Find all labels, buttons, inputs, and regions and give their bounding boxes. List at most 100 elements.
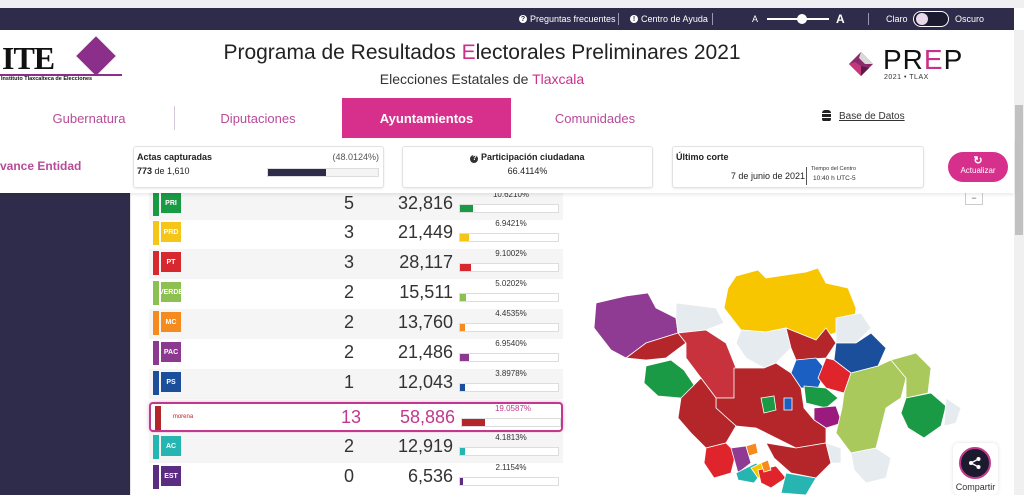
party-percent-bar [459, 263, 559, 272]
party-color-stripe [153, 435, 159, 459]
party-percent-fill [460, 294, 467, 301]
prep-logo: PREP 2021 • TLAX [845, 44, 975, 84]
party-row[interactable]: PAC 2 21,486 6.9540% [149, 339, 563, 369]
database-link[interactable]: Base de Datos [822, 110, 905, 122]
party-percent-bar [459, 233, 559, 242]
font-size-slider[interactable] [767, 14, 829, 24]
theme-toggle[interactable] [913, 11, 949, 27]
refresh-icon: ↻ [973, 155, 983, 167]
page-scrollbar[interactable] [1014, 30, 1024, 495]
share-icon [969, 457, 981, 469]
party-row[interactable]: PT 3 28,117 9.1002% [149, 249, 563, 279]
party-logo-icon: morena [163, 407, 203, 427]
party-wins: 2 [343, 312, 354, 332]
party-row[interactable]: PS 1 12,043 3.8978% [149, 369, 563, 399]
party-percent: 6.9540% [495, 339, 527, 348]
tab-comunidades[interactable]: Comunidades [554, 110, 636, 126]
actas-card: Actas capturadas (48.0124%) 773 de 1,610 [133, 146, 384, 188]
party-votes: 6,536 [407, 466, 453, 486]
party-color-stripe [153, 311, 159, 335]
party-percent: 6.9421% [495, 219, 527, 228]
tab-divider [174, 106, 175, 130]
share-button[interactable] [959, 447, 991, 479]
party-logo-icon: PRI [161, 193, 181, 213]
page-title: Programa de Resultados Electorales Preli… [223, 41, 741, 64]
sidebar [0, 193, 130, 495]
page-subtitle: Elecciones Estatales de Tlaxcala [379, 71, 585, 87]
party-percent-fill [460, 478, 463, 485]
party-logo-icon: MC [161, 312, 181, 332]
tab-gubernatura[interactable]: Gubernatura [52, 110, 126, 126]
actas-progress-bar [267, 168, 379, 177]
share-label: Compartir [955, 482, 996, 492]
participation-title: ? Participación ciudadana [470, 152, 585, 163]
question-icon[interactable]: ? [470, 154, 479, 163]
party-percent-fill [462, 419, 486, 426]
party-percent: 10.6210% [492, 190, 530, 199]
party-percent-bar [459, 447, 559, 456]
refresh-label: Actualizar [960, 166, 996, 175]
party-row[interactable]: AC 2 12,919 4.1813% [149, 433, 563, 463]
faq-label: Preguntas frecuentes [530, 14, 616, 24]
party-percent-fill [460, 234, 469, 241]
party-row[interactable]: morena 13 58,886 19.0587% [149, 402, 563, 432]
faq-link[interactable]: ? Preguntas frecuentes [519, 14, 616, 24]
toggle-knob [916, 13, 928, 25]
party-logo-icon: EST [161, 466, 181, 486]
party-votes: 21,486 [397, 342, 453, 362]
map-zoom-out-button[interactable]: − [965, 191, 983, 205]
party-logo-icon: PS [161, 372, 181, 392]
party-color-stripe [155, 406, 161, 430]
party-percent-fill [460, 205, 473, 212]
party-color-stripe [153, 341, 159, 365]
party-wins: 2 [343, 436, 354, 456]
tlaxcala-municipal-map[interactable] [586, 248, 986, 495]
party-percent-fill [460, 354, 469, 361]
tab-ayuntamientos[interactable]: Ayuntamientos [342, 98, 511, 138]
party-row[interactable]: VERDE 2 15,511 5.0202% [149, 279, 563, 309]
party-votes: 21,449 [397, 222, 453, 242]
font-size-large-label: A [836, 12, 845, 26]
party-percent-fill [460, 448, 466, 455]
party-percent: 2.1154% [495, 463, 527, 472]
party-percent-bar [459, 293, 559, 302]
party-wins: 1 [343, 372, 354, 392]
slider-knob[interactable] [797, 14, 807, 24]
scrollbar-thumb[interactable] [1015, 105, 1023, 235]
participation-value: 66.4114% [507, 166, 548, 176]
party-row[interactable]: PRI 5 32,816 10.6210% [149, 190, 563, 220]
divider [618, 13, 619, 25]
party-percent: 5.0202% [495, 279, 527, 288]
party-percent-bar [459, 353, 559, 362]
logo-text: ITE [2, 40, 55, 76]
party-logo-icon: PAC [161, 342, 181, 362]
actas-title: Actas capturadas [137, 152, 213, 162]
party-percent-bar [459, 477, 559, 486]
tab-diputaciones[interactable]: Diputaciones [220, 110, 296, 126]
status-row: vance Entidad Actas capturadas (48.0124%… [0, 138, 1014, 193]
database-icon [822, 110, 831, 122]
refresh-button[interactable]: ↻ Actualizar [948, 152, 1008, 182]
help-center-link[interactable]: ! Centro de Ayuda [630, 14, 708, 24]
ite-logo[interactable]: ITE Instituto Tlaxcalteca de Elecciones [0, 36, 125, 82]
logo-underline [0, 74, 122, 76]
party-percent: 19.0587% [494, 404, 532, 413]
header: ITE Instituto Tlaxcalteca de Elecciones … [0, 30, 1014, 95]
divider [712, 13, 713, 25]
party-row[interactable]: PRD 3 21,449 6.9421% [149, 219, 563, 249]
party-votes: 12,919 [397, 436, 453, 456]
party-percent-bar [459, 204, 559, 213]
last-cut-title: Último corte [676, 152, 729, 162]
party-logo-icon: VERDE [159, 282, 183, 302]
party-percent-bar [459, 323, 559, 332]
party-row[interactable]: EST 0 6,536 2.1154% [149, 463, 563, 493]
party-wins: 2 [343, 342, 354, 362]
database-label: Base de Datos [839, 110, 905, 122]
theme-dark-label: Oscuro [955, 14, 985, 24]
party-row[interactable]: MC 2 13,760 4.4535% [149, 309, 563, 339]
info-icon: ! [630, 15, 638, 23]
party-percent: 4.4535% [495, 309, 527, 318]
last-cut-date: 7 de junio de 2021 [730, 171, 805, 181]
results-content: PRI 5 32,816 10.6210% PRD 3 21,449 6.9421% PT 3 28… [130, 190, 1005, 495]
party-percent-bar [461, 418, 561, 427]
